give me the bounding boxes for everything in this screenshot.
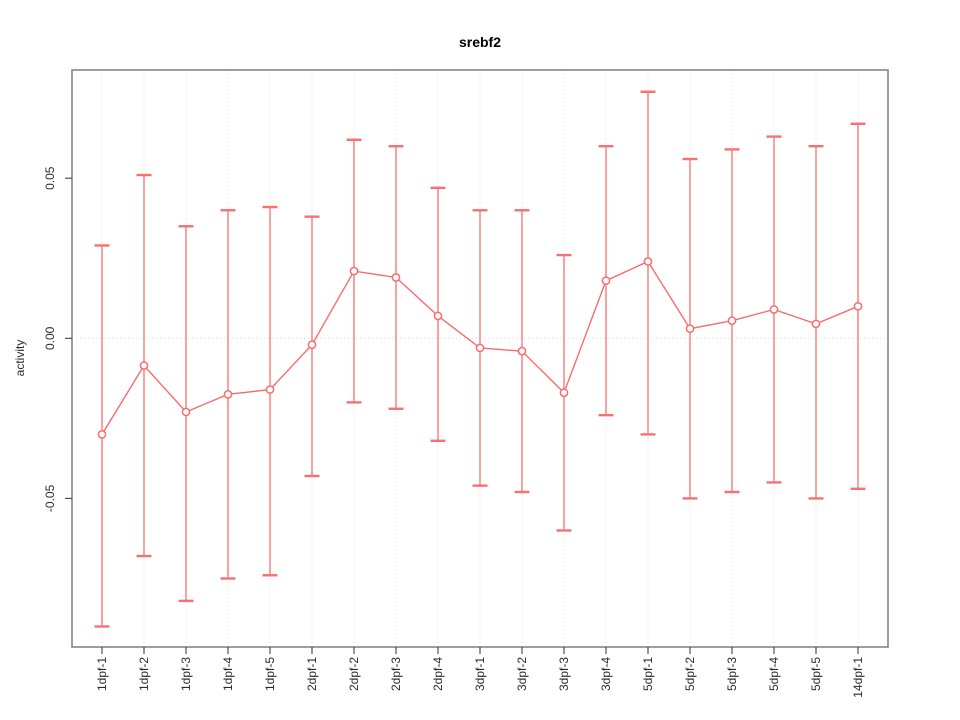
chart-title: srebf2 bbox=[459, 34, 501, 50]
y-tick-label: 0.00 bbox=[43, 326, 57, 350]
y-tick-label: 0.05 bbox=[43, 166, 57, 190]
data-point-marker bbox=[97, 430, 107, 439]
data-point-marker bbox=[391, 273, 401, 282]
data-point-marker bbox=[643, 257, 653, 266]
data-point-marker bbox=[265, 385, 275, 394]
data-point-marker bbox=[139, 361, 149, 370]
data-point-marker bbox=[601, 276, 611, 286]
x-tick-label: 1dpf-1 bbox=[95, 657, 109, 691]
x-tick-label: 2dpf-4 bbox=[431, 657, 445, 691]
data-point-marker bbox=[181, 407, 191, 417]
x-tick-label: 3dpf-1 bbox=[473, 657, 487, 691]
x-tick-label: 2dpf-3 bbox=[389, 657, 403, 691]
y-axis-label: activity bbox=[13, 340, 27, 377]
x-tick-label: 1dpf-3 bbox=[179, 657, 193, 691]
y-tick-label: -0.05 bbox=[43, 484, 57, 512]
data-point-marker bbox=[349, 266, 359, 276]
data-point-marker bbox=[727, 316, 737, 326]
x-tick-label: 2dpf-2 bbox=[347, 657, 361, 691]
data-point-marker bbox=[853, 301, 863, 311]
data-point-marker bbox=[307, 340, 317, 350]
data-point-marker bbox=[811, 319, 821, 329]
data-point-marker bbox=[685, 324, 695, 334]
x-tick-label: 5dpf-3 bbox=[725, 657, 739, 691]
x-tick-label: 2dpf-1 bbox=[305, 657, 319, 691]
data-point-marker bbox=[475, 343, 485, 353]
data-point-marker bbox=[223, 390, 233, 399]
x-tick-label: 1dpf-2 bbox=[137, 657, 151, 691]
data-point-marker bbox=[433, 311, 443, 321]
x-tick-label: 5dpf-2 bbox=[683, 657, 697, 691]
x-tick-label: 1dpf-5 bbox=[263, 657, 277, 691]
x-tick-label: 5dpf-1 bbox=[641, 657, 655, 691]
data-point-marker bbox=[769, 305, 779, 314]
x-tick-label: 1dpf-4 bbox=[221, 657, 235, 691]
x-tick-label: 5dpf-5 bbox=[809, 657, 823, 691]
data-point-marker bbox=[517, 346, 527, 356]
x-tick-label: 14dpf-1 bbox=[851, 657, 865, 698]
data-point-marker bbox=[559, 388, 569, 398]
plot-area: 0.05 0.00 -0.05 1dpf-1 1dpf-2 1dpf-3 1dpf-4 1dp… bbox=[43, 69, 889, 698]
x-tick-label: 3dpf-4 bbox=[599, 657, 613, 691]
x-tick-label: 5dpf-4 bbox=[767, 657, 781, 691]
x-tick-label: 3dpf-2 bbox=[515, 657, 529, 691]
x-tick-label: 3dpf-3 bbox=[557, 657, 571, 691]
